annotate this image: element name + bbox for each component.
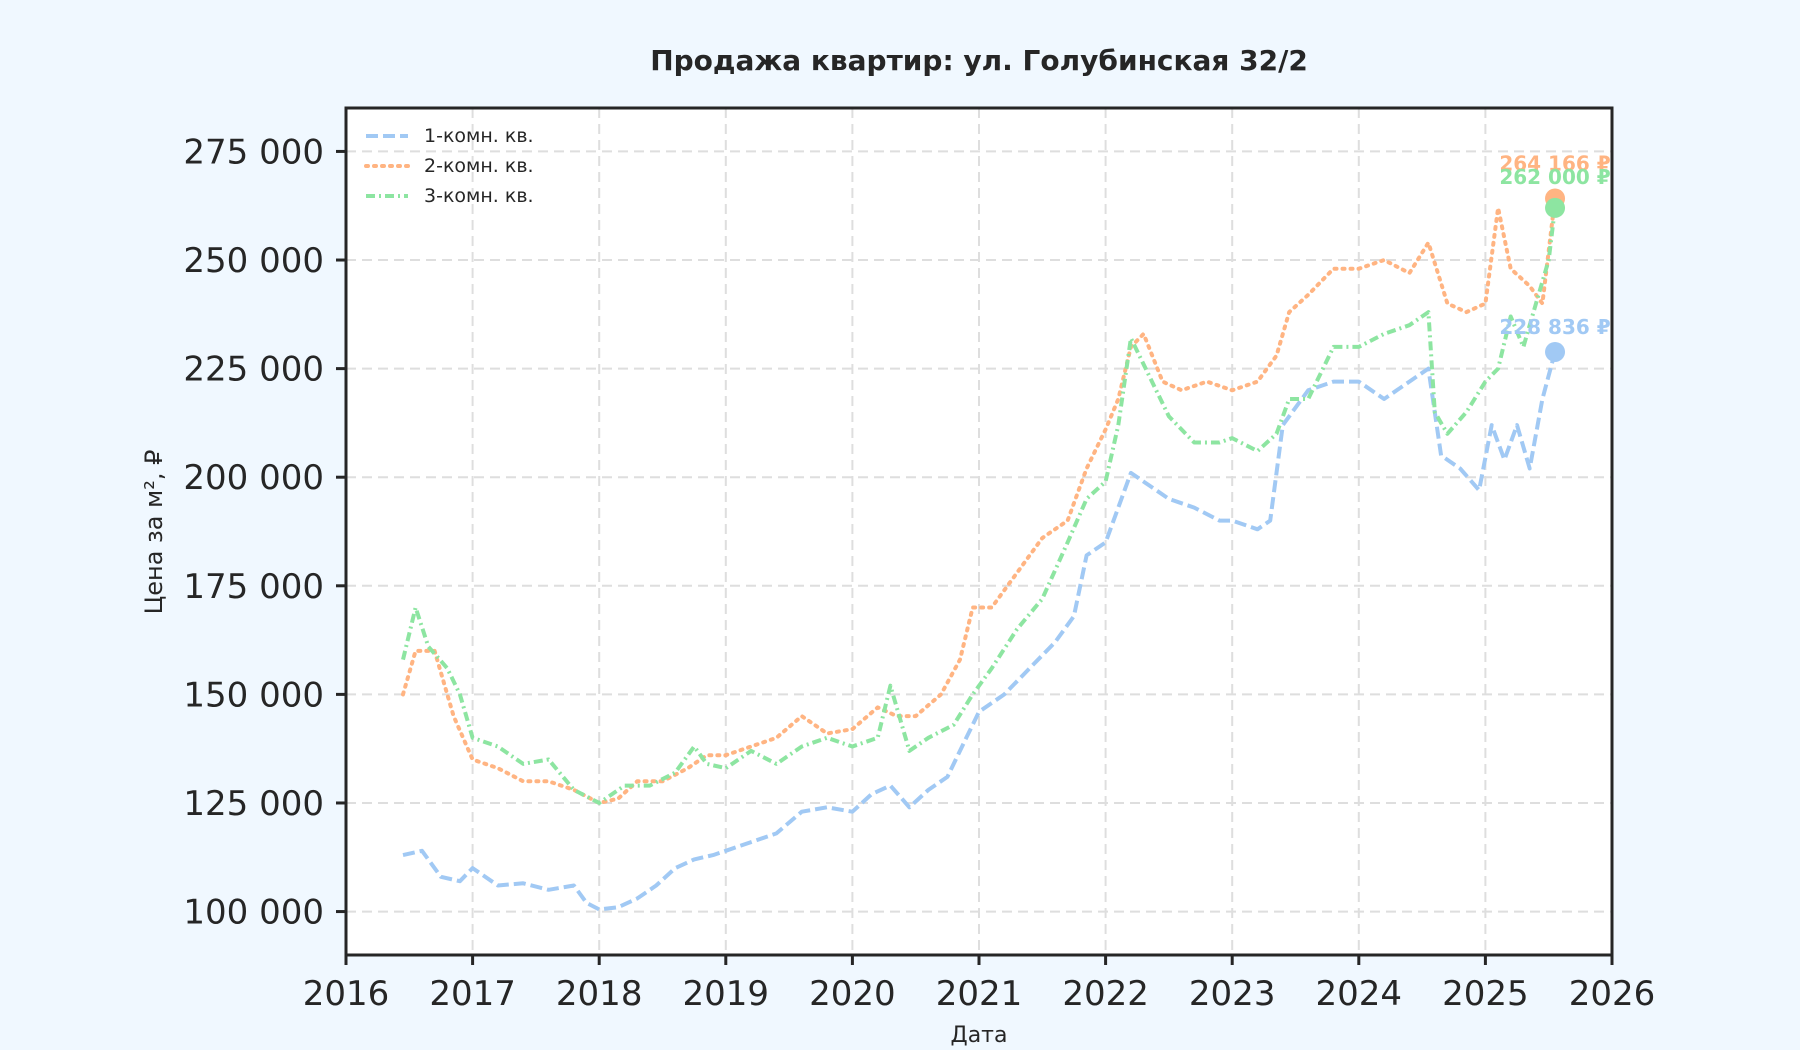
x-tick-label: 2021 xyxy=(936,974,1023,1014)
series-group xyxy=(401,196,1557,912)
x-tick-label: 2017 xyxy=(429,974,516,1014)
x-tick-label: 2026 xyxy=(1569,974,1656,1014)
series-endpoint-label: 228 836 ₽ xyxy=(1499,315,1610,339)
y-tick-label: 225 000 xyxy=(183,350,324,390)
y-tick-label: 175 000 xyxy=(183,567,324,607)
x-tick-label: 2016 xyxy=(303,974,390,1014)
y-tick-label: 275 000 xyxy=(183,132,324,172)
series-endpoint-marker xyxy=(1545,197,1566,218)
x-tick-label: 2019 xyxy=(683,974,770,1014)
series-line xyxy=(401,196,1557,805)
series-endpoint-marker xyxy=(1545,341,1566,362)
x-tick-label: 2025 xyxy=(1442,974,1529,1014)
x-tick-label: 2022 xyxy=(1062,974,1149,1014)
x-axis-label: Дата xyxy=(951,1023,1008,1048)
y-tick-label: 150 000 xyxy=(183,675,324,715)
legend-label-3room: 3-комн. кв. xyxy=(424,185,534,207)
legend-label-2room: 2-комн. кв. xyxy=(424,155,534,177)
series-line xyxy=(402,351,1557,912)
legend: 1-комн. кв. 2-комн. кв. 3-комн. кв. xyxy=(364,125,534,207)
y-tick-label: 125 000 xyxy=(183,784,324,824)
y-tick-label: 250 000 xyxy=(183,241,324,281)
chart-title: Продажа квартир: ул. Голубинская 32/2 xyxy=(650,44,1308,77)
legend-label-1room: 1-комн. кв. xyxy=(424,125,534,147)
x-tick-label: 2018 xyxy=(556,974,643,1014)
x-tick-label: 2020 xyxy=(809,974,896,1014)
y-tick-label: 100 000 xyxy=(183,893,324,933)
endpoint-group: 228 836 ₽ 264 166 ₽262 000 ₽ xyxy=(1499,151,1611,362)
x-tick-label: 2023 xyxy=(1189,974,1276,1014)
x-tick-label: 2024 xyxy=(1316,974,1403,1014)
series-line xyxy=(401,207,1557,805)
series-endpoint-label: 264 166 ₽ xyxy=(1499,151,1610,175)
ticks: 2016 2017 2018 2019 2020 2021 2022 2023 2024 2025… xyxy=(183,132,1655,1014)
series-endpoint-label: 262 000 ₽ xyxy=(1499,165,1610,189)
y-tick-label: 200 000 xyxy=(183,458,324,498)
y-axis-label: Цена за м², ₽ xyxy=(140,450,168,615)
